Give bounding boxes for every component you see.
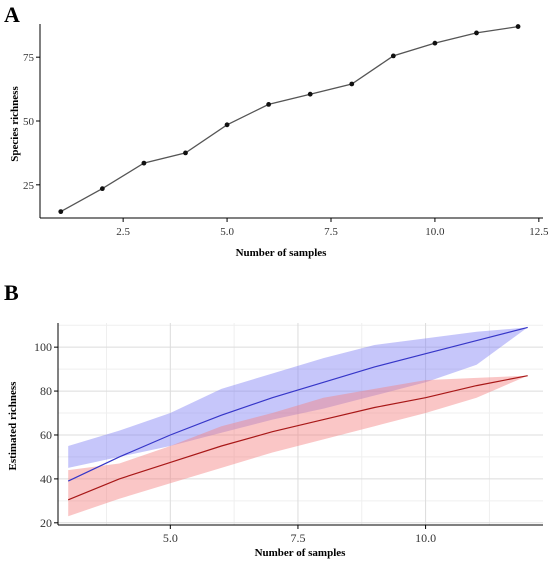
panel-a-y-tick-label: 50: [23, 116, 35, 128]
panel-a-data-point: [515, 24, 521, 29]
panel-b-x-axis-title: Number of samples: [255, 547, 347, 559]
panel-b-x-tick-label: 10.0: [415, 531, 436, 545]
panel-a-x-tick-label: 5.0: [220, 226, 234, 238]
panel-label-b: B: [4, 280, 19, 305]
panel-a-data-point: [58, 209, 64, 215]
panel-a-x-tick-label: 12.5: [529, 226, 549, 238]
panel-b-line-series-2: [67, 375, 528, 501]
panel-a-x-tick-label: 10.0: [425, 226, 445, 238]
panel-b-y-tick-label: 100: [34, 340, 52, 354]
panel-a-data-point: [183, 150, 188, 156]
panel-label-a: A: [4, 2, 20, 27]
panel-a-x-tick-label: 2.5: [116, 226, 130, 238]
panel-a-data-point: [141, 160, 147, 166]
panel-a-plot-area: 2.5 5.0 7.5 10.0 12.5 25 50 75: [23, 24, 549, 238]
panel-b: B 5.0 7.5 10.0 20 40 60 80 100 Number of sample…: [4, 280, 543, 559]
panel-a-x-axis-title: Number of samples: [236, 247, 328, 259]
panel-a-data-point: [349, 81, 355, 87]
panel-a-data-point: [224, 122, 230, 128]
panel-b-y-tick-label: 20: [40, 516, 52, 530]
panel-a-data-point: [266, 102, 272, 107]
panel-b-band-series-2: [68, 375, 528, 517]
panel-a-data-point: [99, 186, 105, 192]
panel-b-plot-area: 5.0 7.5 10.0 20 40 60 80 100: [34, 323, 543, 545]
panel-a-series-line: [60, 25, 519, 213]
panel-b-y-tick-label: 60: [40, 428, 52, 442]
panel-b-y-tick-label: 40: [40, 472, 52, 486]
panel-a-data-point: [390, 53, 396, 59]
panel-b-y-tick-label: 80: [40, 384, 52, 398]
panel-a-x-tick-label: 7.5: [324, 226, 338, 238]
panel-a-data-point: [474, 30, 479, 36]
panel-b-x-tick-label: 5.0: [163, 531, 178, 545]
panel-a: A 2.5 5.0 7.5 10.0 12.5 25 50 75 Number of samp…: [4, 2, 549, 259]
panel-a-data-point: [307, 91, 313, 97]
panel-a-y-tick-label: 25: [23, 180, 35, 192]
panel-b-x-tick-label: 7.5: [290, 531, 305, 545]
panel-a-y-axis-title: Species richness: [9, 86, 21, 162]
panel-a-y-tick-label: 75: [23, 52, 35, 64]
panel-b-y-axis-title: Estimated richness: [7, 381, 19, 471]
panel-a-data-point: [432, 40, 438, 46]
panel-b-line-series-1: [67, 326, 528, 482]
panel-b-band-series-1: [68, 327, 528, 468]
